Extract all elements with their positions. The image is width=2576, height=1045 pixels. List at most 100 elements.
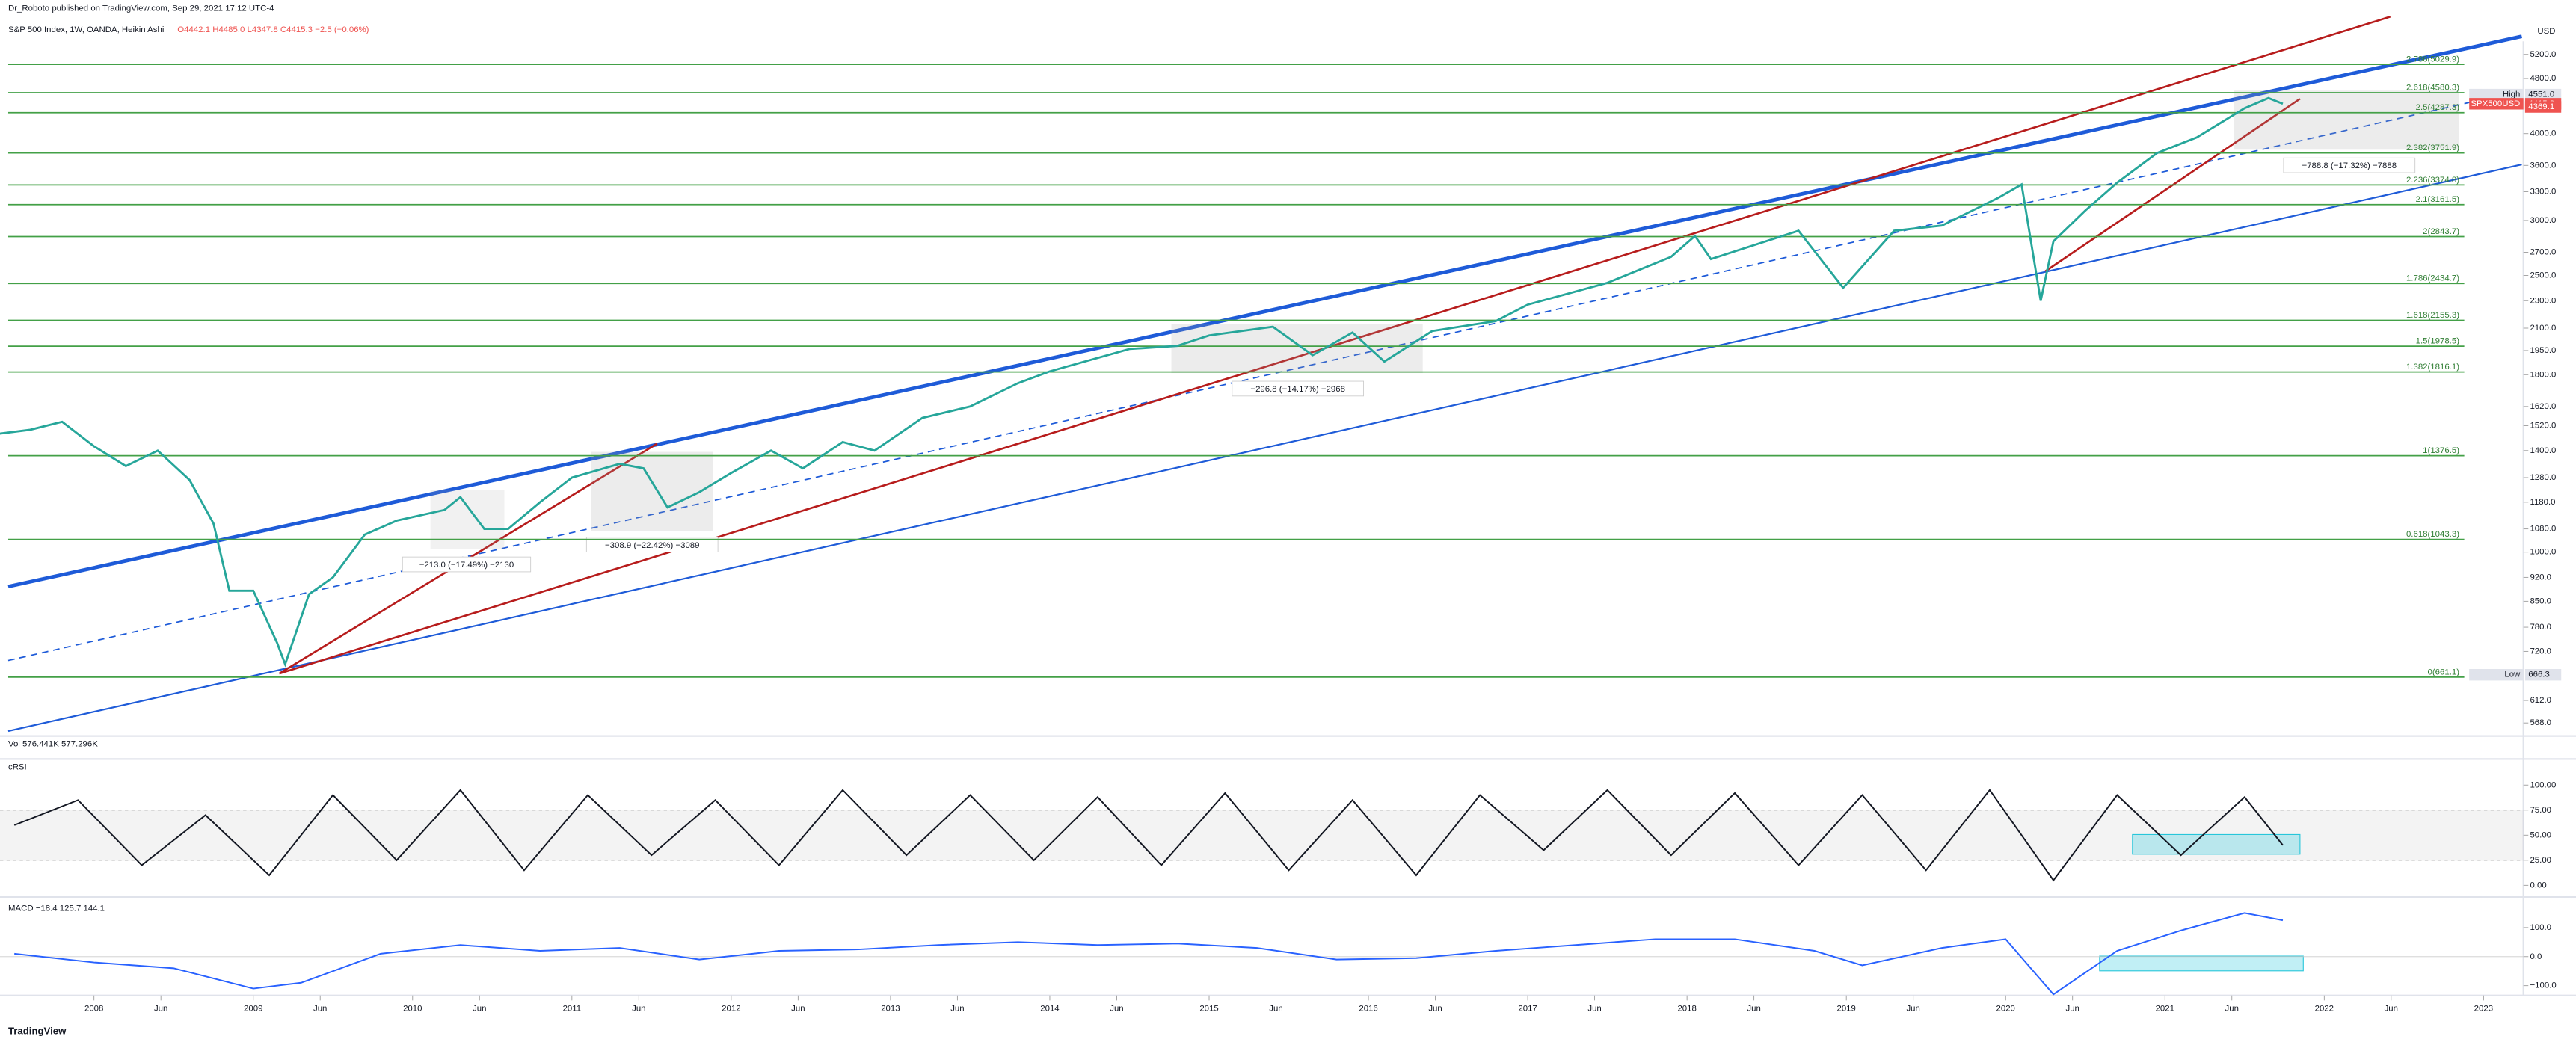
measure-box — [591, 451, 713, 531]
price-tag — [2524, 88, 2562, 101]
fib-label: 1.786(2434.7) — [2406, 274, 2459, 283]
y-tick-label: 1800.0 — [2530, 370, 2556, 379]
y-tick-label: 3000.0 — [2530, 216, 2556, 225]
fib-label: 1.5(1978.5) — [2416, 337, 2460, 346]
y-tick-label: 1080.0 — [2530, 525, 2556, 534]
fib-label: 2(2843.7) — [2423, 227, 2459, 236]
y-tick-label: 920.0 — [2530, 573, 2551, 582]
y-tick-label: 100.0 — [2530, 923, 2551, 932]
x-tick-label: 2016 — [1359, 1004, 1377, 1013]
x-tick-label: 2008 — [84, 1004, 103, 1013]
y-tick-label: 568.0 — [2530, 718, 2551, 727]
y-tick-label: 612.0 — [2530, 696, 2551, 705]
footer-logo: TradingView — [8, 1026, 67, 1037]
measure-label-box — [1232, 380, 1365, 397]
x-tick-label: 2018 — [1677, 1004, 1696, 1013]
fib-label: 2.5(4287.3) — [2416, 103, 2460, 112]
highlight-box — [2132, 833, 2301, 855]
y-tick-label: 4800.0 — [2530, 74, 2556, 83]
measure-label: −213.0 (−17.49%) −2130 — [419, 561, 514, 570]
highlight-box — [2099, 955, 2304, 972]
y-tick-label: 3300.0 — [2530, 187, 2556, 196]
fib-label: 2.618(4580.3) — [2406, 83, 2459, 92]
y-tick-label: 2700.0 — [2530, 248, 2556, 257]
y-tick-label: 100.00 — [2530, 780, 2556, 789]
y-tick-label: 1620.0 — [2530, 402, 2556, 411]
volume-label: Vol 576.441K 577.296K — [8, 740, 98, 749]
trend-line — [7, 163, 2522, 733]
y-tick-label: 25.00 — [2530, 856, 2551, 865]
x-tick-label: Jun — [1269, 1004, 1282, 1013]
measure-label-box — [585, 537, 719, 552]
x-tick-label: Jun — [950, 1004, 964, 1013]
y-tick-label: 1000.0 — [2530, 548, 2556, 557]
x-tick-label: Jun — [1110, 1004, 1123, 1013]
fib-label: 0.618(1043.3) — [2406, 530, 2459, 539]
measure-label: −308.9 (−22.42%) −3089 — [605, 541, 700, 550]
y-tick-label: 1520.0 — [2530, 422, 2556, 431]
x-tick-label: 2021 — [2156, 1004, 2174, 1013]
x-tick-label: 2012 — [722, 1004, 740, 1013]
x-tick-label: Jun — [2225, 1004, 2239, 1013]
y-tick-label: 3600.0 — [2530, 161, 2556, 170]
y-tick-label: 1280.0 — [2530, 473, 2556, 482]
fib-label: 1.382(1816.1) — [2406, 363, 2459, 372]
price-tag-label: 4551.0 — [2528, 90, 2554, 99]
x-tick-label: Jun — [2385, 1004, 2398, 1013]
symbol: S&P 500 Index, 1W, OANDA, Heikin Ashi — [8, 25, 164, 34]
measure-box — [2234, 90, 2460, 150]
pane-title: MACD −18.4 125.7 144.1 — [8, 904, 105, 913]
x-tick-label: Jun — [2066, 1004, 2079, 1013]
price-tag-caption-box — [2469, 669, 2524, 681]
y-tick-label: 720.0 — [2530, 647, 2551, 656]
fib-label: 0(661.1) — [2428, 668, 2460, 676]
price-tag — [2524, 101, 2562, 113]
x-tick-label: Jun — [1428, 1004, 1442, 1013]
y-tick-label: 5200.0 — [2530, 50, 2556, 59]
y-tick-label: 0.0 — [2530, 952, 2542, 961]
price-tag — [2524, 669, 2562, 681]
y-tick-label: 50.00 — [2530, 830, 2551, 839]
x-tick-label: 2011 — [563, 1004, 582, 1013]
y-tick-label: 2500.0 — [2530, 271, 2556, 280]
x-tick-label: 2010 — [403, 1004, 422, 1013]
trend-line — [279, 16, 2391, 675]
axis-unit: USD — [2537, 27, 2555, 36]
y-tick-label: 1950.0 — [2530, 346, 2556, 355]
x-tick-label: Jun — [473, 1004, 486, 1013]
price-tag-caption-box — [2469, 88, 2524, 101]
x-tick-label: 2019 — [1837, 1004, 1856, 1013]
x-tick-label: Jun — [632, 1004, 645, 1013]
measure-label: −296.8 (−14.17%) −2968 — [1250, 385, 1345, 394]
pane-title: cRSI — [8, 762, 27, 771]
x-tick-label: 2017 — [1518, 1004, 1537, 1013]
ohlc: O4442.1 H4485.0 L4347.8 C4415.3 −2.5 (−0… — [177, 25, 369, 34]
x-tick-label: 2023 — [2474, 1004, 2493, 1013]
series-line — [14, 912, 2284, 996]
price-tag-caption: High — [2503, 90, 2520, 99]
x-tick-label: Jun — [154, 1004, 167, 1013]
series-line — [13, 789, 2284, 882]
y-tick-label: 780.0 — [2530, 623, 2551, 632]
x-tick-label: 2022 — [2315, 1004, 2334, 1013]
fib-label: 1.618(2155.3) — [2406, 311, 2459, 320]
price-tag-caption: SPX500USD — [2471, 99, 2520, 108]
x-tick-label: 2009 — [244, 1004, 262, 1013]
x-tick-label: 2020 — [1996, 1004, 2015, 1013]
fib-label: 2.1(3161.5) — [2416, 195, 2460, 204]
x-tick-label: 2015 — [1199, 1004, 1218, 1013]
publisher: Dr_Roboto published on TradingView.com, … — [8, 4, 274, 13]
y-tick-label: 75.00 — [2530, 806, 2551, 815]
y-tick-label: 4000.0 — [2530, 129, 2556, 138]
rsi-band — [0, 810, 2524, 861]
x-tick-label: Jun — [1587, 1004, 1601, 1013]
series-line — [0, 96, 2284, 668]
price-tag-label: 666.3 — [2528, 671, 2550, 679]
trend-line — [7, 34, 2523, 589]
x-tick-label: Jun — [1747, 1004, 1760, 1013]
x-tick-label: 2014 — [1040, 1004, 1060, 1013]
fib-label: 2.236(3374.8) — [2406, 176, 2459, 185]
fib-label: 1(1376.5) — [2423, 446, 2459, 455]
x-tick-label: Jun — [1906, 1004, 1919, 1013]
